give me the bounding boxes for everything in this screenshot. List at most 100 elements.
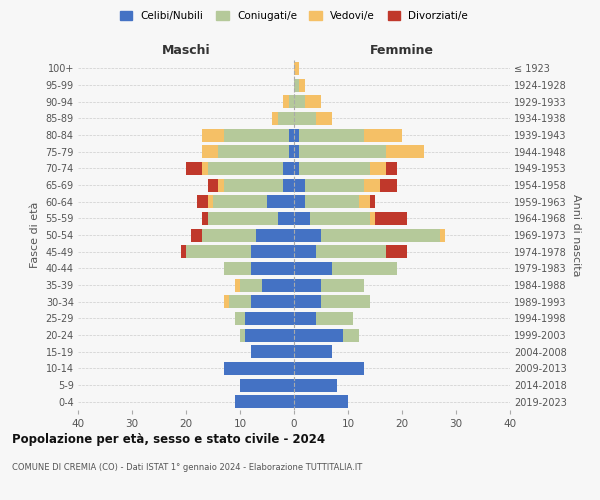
Bar — [202, 162, 208, 175]
Bar — [294, 295, 321, 308]
Bar — [294, 395, 348, 408]
Bar — [294, 145, 299, 158]
Bar — [186, 245, 251, 258]
Bar — [294, 212, 310, 225]
Bar — [197, 195, 208, 208]
Bar — [245, 328, 294, 342]
Bar — [316, 312, 353, 325]
Bar — [224, 295, 229, 308]
Bar — [251, 295, 294, 308]
Bar — [181, 245, 186, 258]
Bar — [213, 195, 267, 208]
Bar — [229, 295, 251, 308]
Bar — [251, 345, 294, 358]
Bar — [375, 212, 407, 225]
Bar — [218, 145, 289, 158]
Bar — [299, 128, 364, 141]
Bar — [332, 262, 397, 275]
Bar — [224, 178, 283, 192]
Bar — [294, 378, 337, 392]
Bar — [310, 212, 370, 225]
Bar — [299, 78, 305, 92]
Bar — [305, 178, 364, 192]
Bar — [294, 178, 305, 192]
Text: Popolazione per età, sesso e stato civile - 2024: Popolazione per età, sesso e stato civil… — [12, 432, 325, 446]
Bar — [294, 95, 305, 108]
Bar — [294, 362, 364, 375]
Bar — [321, 278, 364, 291]
Bar — [208, 212, 278, 225]
Bar — [208, 195, 213, 208]
Bar — [256, 228, 294, 241]
Bar — [251, 245, 294, 258]
Y-axis label: Fasce di età: Fasce di età — [30, 202, 40, 268]
Bar — [240, 378, 294, 392]
Bar — [359, 195, 370, 208]
Bar — [289, 145, 294, 158]
Bar — [370, 212, 375, 225]
Bar — [245, 312, 294, 325]
Bar — [283, 95, 289, 108]
Bar — [294, 162, 299, 175]
Y-axis label: Anni di nascita: Anni di nascita — [571, 194, 581, 276]
Bar — [343, 328, 359, 342]
Bar — [240, 328, 245, 342]
Bar — [294, 78, 299, 92]
Bar — [294, 128, 299, 141]
Bar — [364, 178, 380, 192]
Bar — [305, 195, 359, 208]
Text: COMUNE DI CREMIA (CO) - Dati ISTAT 1° gennaio 2024 - Elaborazione TUTTITALIA.IT: COMUNE DI CREMIA (CO) - Dati ISTAT 1° ge… — [12, 462, 362, 471]
Bar — [235, 278, 240, 291]
Bar — [202, 145, 218, 158]
Bar — [202, 212, 208, 225]
Bar — [202, 128, 224, 141]
Text: Femmine: Femmine — [370, 44, 434, 57]
Bar — [267, 195, 294, 208]
Bar — [294, 245, 316, 258]
Bar — [294, 345, 332, 358]
Bar — [278, 112, 294, 125]
Bar — [224, 362, 294, 375]
Bar — [370, 162, 386, 175]
Bar — [208, 178, 218, 192]
Bar — [208, 162, 283, 175]
Bar — [294, 62, 299, 75]
Bar — [235, 395, 294, 408]
Bar — [299, 162, 370, 175]
Bar — [218, 178, 224, 192]
Bar — [321, 228, 440, 241]
Bar — [224, 262, 251, 275]
Bar — [364, 128, 402, 141]
Bar — [294, 328, 343, 342]
Bar — [321, 295, 370, 308]
Bar — [191, 228, 202, 241]
Bar — [316, 245, 386, 258]
Bar — [386, 245, 407, 258]
Bar — [440, 228, 445, 241]
Bar — [251, 262, 294, 275]
Bar — [386, 162, 397, 175]
Bar — [386, 145, 424, 158]
Bar — [294, 228, 321, 241]
Bar — [283, 178, 294, 192]
Bar — [294, 278, 321, 291]
Bar — [370, 195, 375, 208]
Bar — [316, 112, 332, 125]
Bar — [235, 312, 245, 325]
Legend: Celibi/Nubili, Coniugati/e, Vedovi/e, Divorziati/e: Celibi/Nubili, Coniugati/e, Vedovi/e, Di… — [117, 8, 471, 24]
Bar — [262, 278, 294, 291]
Bar — [289, 95, 294, 108]
Bar — [278, 212, 294, 225]
Bar — [299, 145, 386, 158]
Bar — [272, 112, 278, 125]
Bar — [289, 128, 294, 141]
Bar — [224, 128, 289, 141]
Bar — [294, 312, 316, 325]
Text: Maschi: Maschi — [161, 44, 211, 57]
Bar — [186, 162, 202, 175]
Bar — [294, 262, 332, 275]
Bar — [202, 228, 256, 241]
Bar — [294, 112, 316, 125]
Bar — [240, 278, 262, 291]
Bar — [305, 95, 321, 108]
